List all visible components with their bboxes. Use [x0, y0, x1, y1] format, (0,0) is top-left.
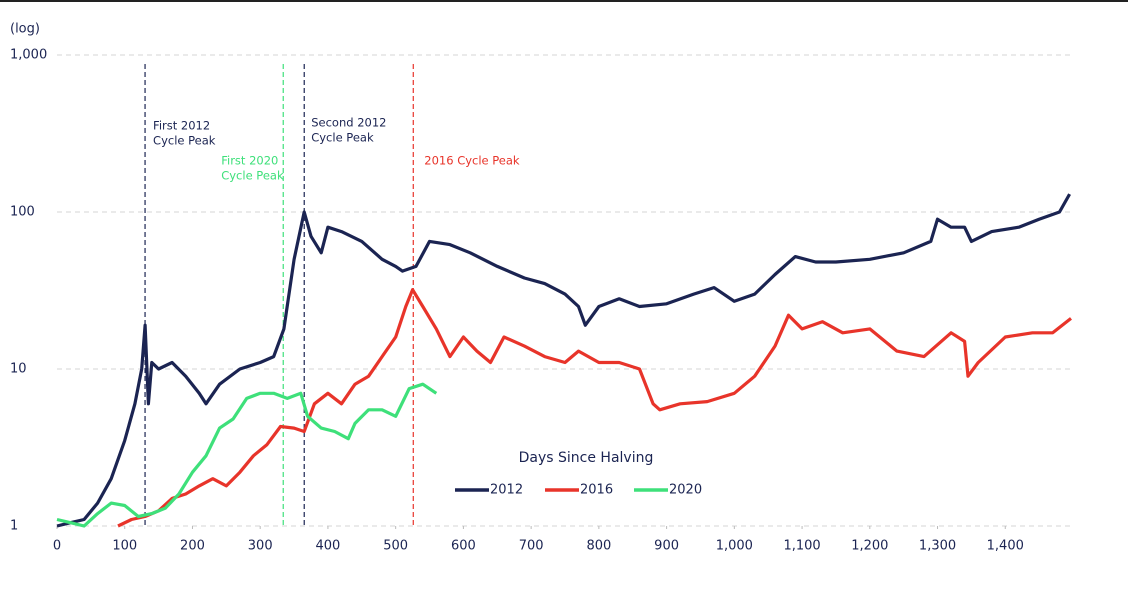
x-tick-label: 600: [451, 539, 476, 554]
x-tick-label: 1,200: [851, 539, 888, 554]
y-tick-label: 10: [10, 362, 27, 377]
y-axis-label: (log): [10, 22, 40, 37]
legend-label: 2012: [490, 483, 523, 498]
y-tick-label: 100: [10, 205, 35, 220]
x-tick-label: 700: [519, 539, 544, 554]
legend-label: 2016: [580, 483, 613, 498]
annotation-text: Cycle Peak: [153, 134, 216, 148]
y-tick-label: 1,000: [10, 48, 47, 63]
series-line: [56, 382, 438, 528]
x-tick-label: 100: [112, 539, 137, 554]
x-tick-label: 900: [654, 539, 679, 554]
x-tick-label: 1,000: [716, 539, 753, 554]
series-line: [117, 288, 1072, 528]
annotation-text: 2016 Cycle Peak: [424, 154, 520, 168]
x-tick-label: 800: [586, 539, 611, 554]
x-axis-label: Days Since Halving: [519, 450, 654, 466]
series-line: [56, 193, 1071, 528]
annotation-text: Cycle Peak: [311, 131, 374, 145]
annotation-text: Second 2012: [311, 116, 386, 130]
y-tick-label: 1: [10, 519, 18, 534]
annotation-text: First 2012: [153, 119, 210, 133]
x-tick-label: 0: [53, 539, 61, 554]
x-tick-label: 500: [383, 539, 408, 554]
legend-label: 2020: [669, 483, 702, 498]
x-tick-label: 200: [180, 539, 205, 554]
annotation-text: First 2020: [221, 154, 278, 168]
x-tick-label: 1,400: [987, 539, 1024, 554]
x-tick-label: 1,100: [783, 539, 820, 554]
x-tick-label: 300: [248, 539, 273, 554]
x-tick-label: 1,300: [919, 539, 956, 554]
annotation-text: Cycle Peak: [221, 169, 284, 183]
x-tick-label: 400: [316, 539, 341, 554]
